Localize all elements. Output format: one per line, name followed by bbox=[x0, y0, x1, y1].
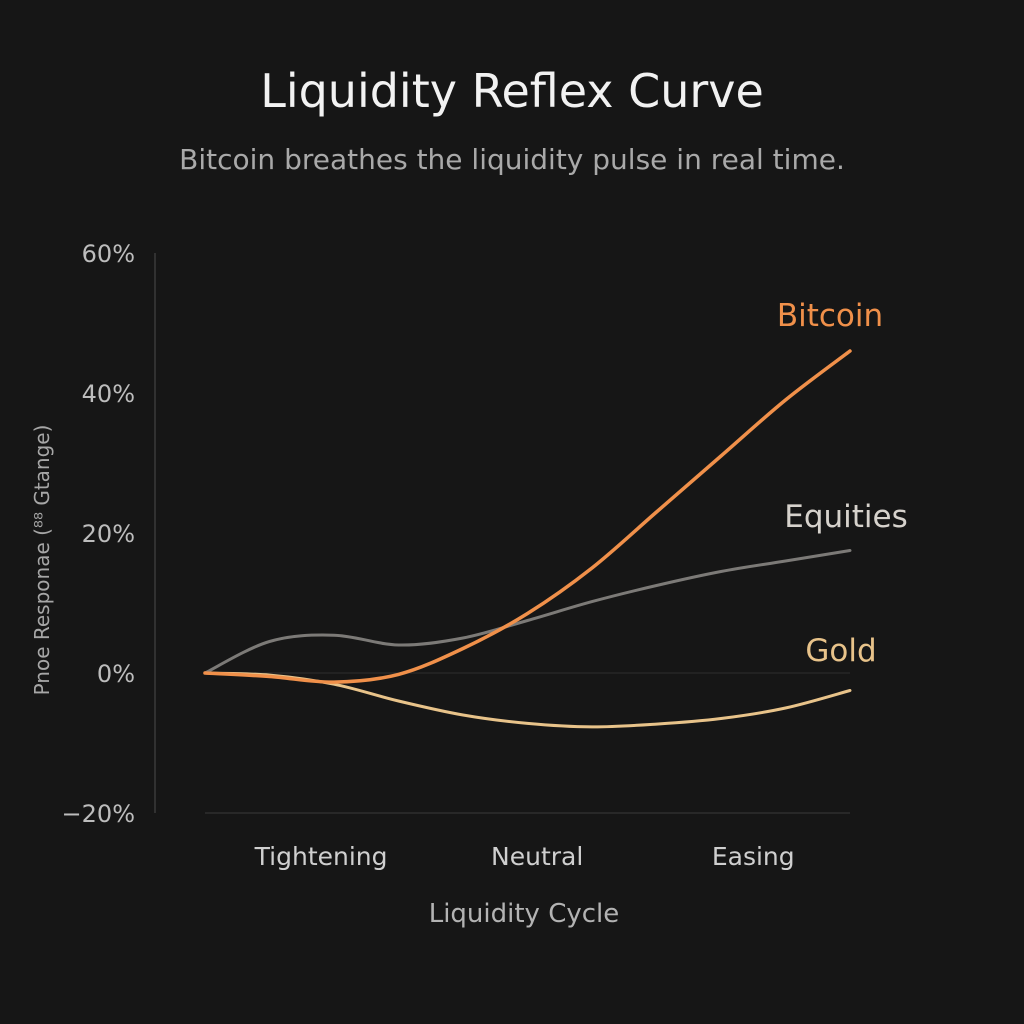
y-ticks: 60% 40% 20% 0% −20% bbox=[62, 240, 135, 828]
x-ticks: Tightening Neutral Easing bbox=[254, 842, 795, 871]
series-line-bitcoin bbox=[203, 349, 852, 684]
series-lines bbox=[203, 349, 852, 729]
y-tick-label: 60% bbox=[82, 240, 135, 268]
y-tick-label: 40% bbox=[82, 380, 135, 408]
x-tick-label: Easing bbox=[712, 842, 795, 871]
x-axis-title: Liquidity Cycle bbox=[429, 899, 620, 929]
y-tick-label: 20% bbox=[82, 520, 135, 548]
series-label-equities: Equities bbox=[784, 499, 908, 535]
axes bbox=[154, 253, 850, 814]
chart-subtitle: Bitcoin breathes the liquidity pulse in … bbox=[179, 143, 845, 176]
x-tick-label: Neutral bbox=[491, 842, 583, 871]
x-tick-label: Tightening bbox=[254, 842, 388, 871]
y-tick-label: 0% bbox=[97, 660, 135, 688]
series-labels: Bitcoin Equities Gold bbox=[777, 298, 908, 669]
series-line-equities bbox=[203, 549, 852, 675]
series-label-bitcoin: Bitcoin bbox=[777, 298, 883, 334]
y-axis-title: Pnoe Responae (⁸⁸ Gtange) bbox=[30, 425, 54, 696]
series-label-gold: Gold bbox=[805, 633, 876, 669]
chart-title: Liquidity Reflex Curve bbox=[260, 64, 764, 118]
y-tick-label: −20% bbox=[62, 800, 135, 828]
